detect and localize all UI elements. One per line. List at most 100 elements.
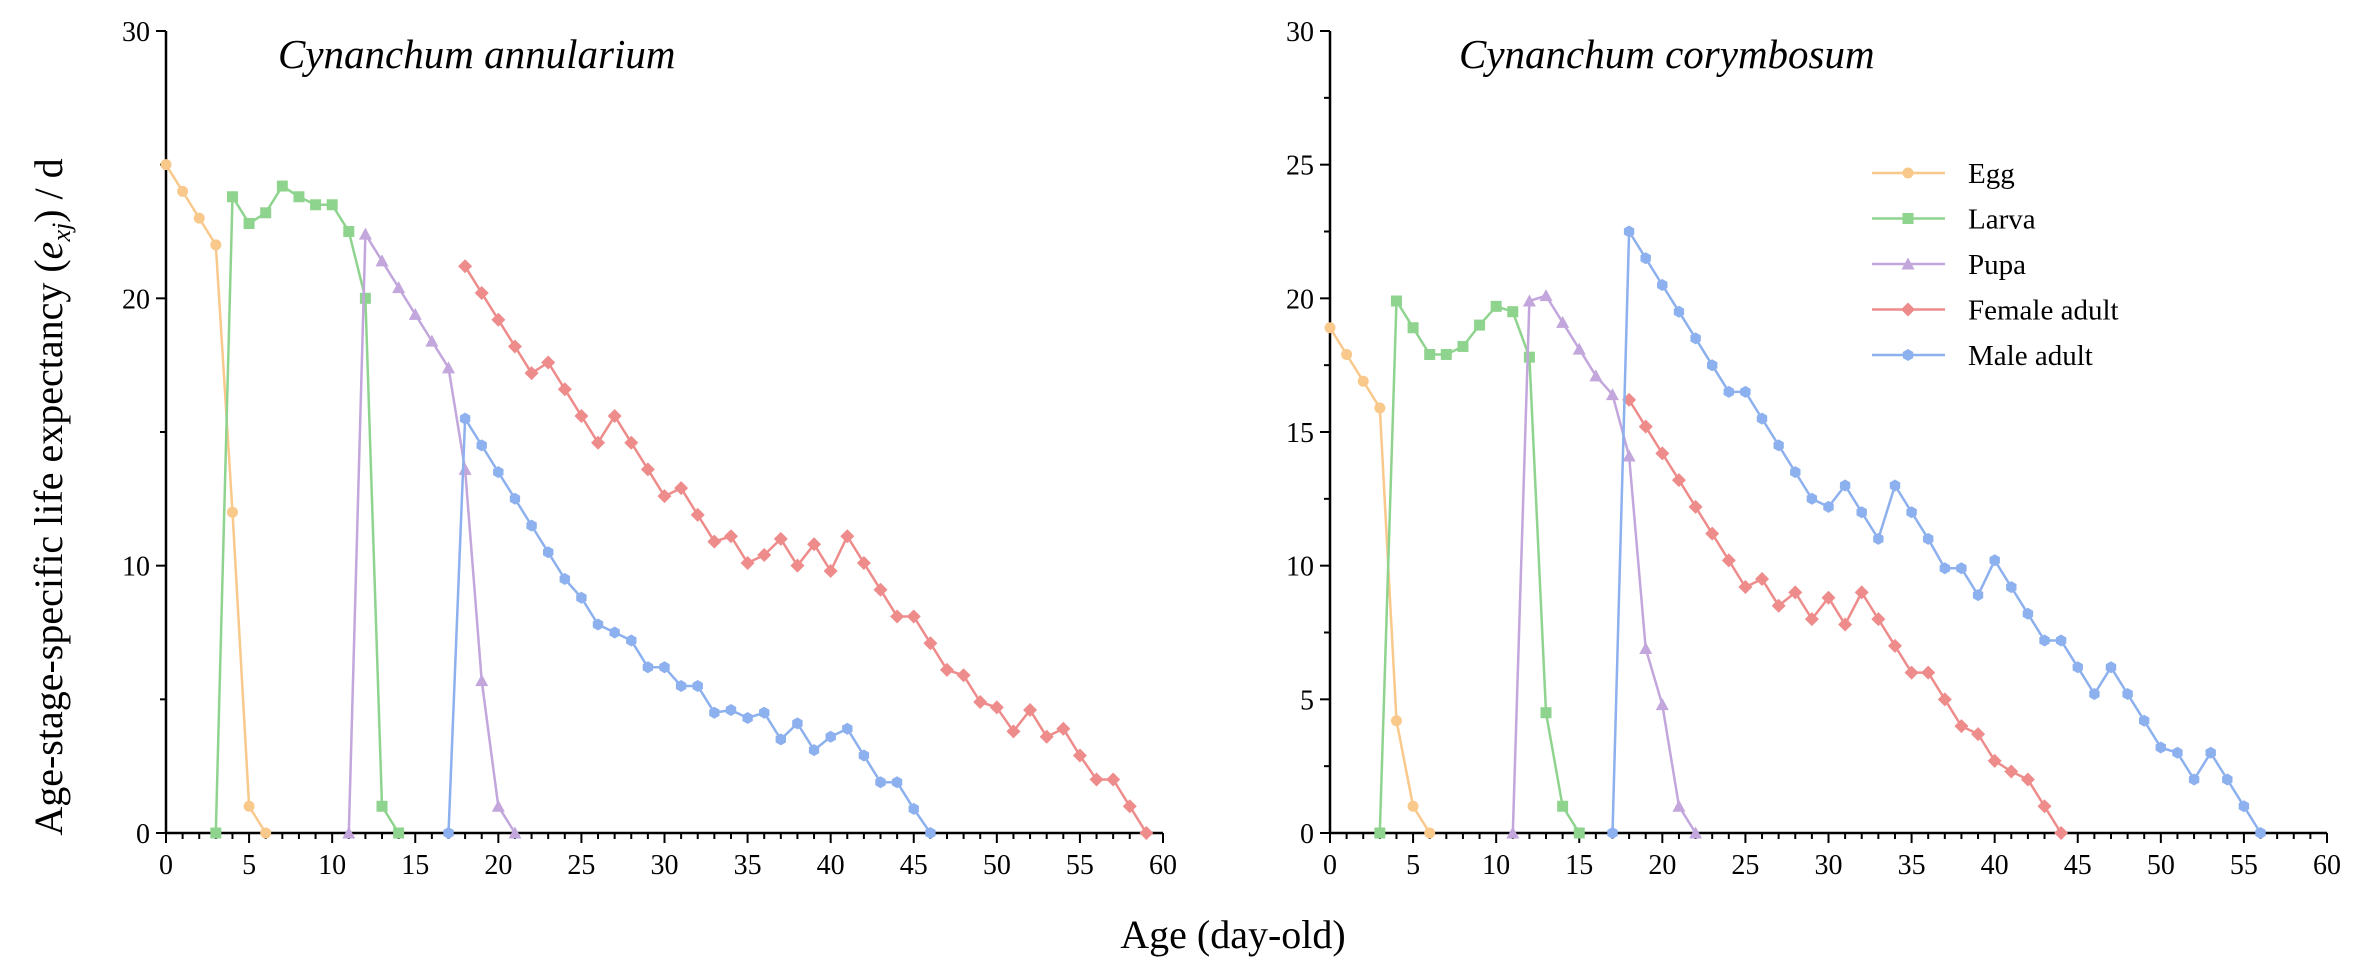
data-point-male-adult [2022,607,2034,620]
data-point-larva [276,180,288,192]
data-point-female-adult [624,435,639,450]
data-point-male-adult [1906,506,1917,519]
data-point-male-adult [792,717,803,730]
series-line-male-adult [1611,230,2262,834]
data-point-female-adult [1921,665,1936,680]
x-tick-label: 20 [1648,850,1676,881]
data-point-male-adult [1740,385,1751,398]
data-point-male-adult [2172,746,2183,759]
data-point-male-adult [1806,492,1818,505]
data-point-male-adult [559,573,570,585]
data-point-male-adult [2155,741,2166,754]
data-point-female-adult [1705,526,1720,541]
data-point-female-adult [1056,721,1071,736]
data-point-female-adult [707,534,722,549]
data-point-male-adult [808,744,820,757]
data-point-male-adult [2222,773,2233,786]
data-point-female-adult [474,285,489,300]
series-line-egg [164,164,267,834]
data-point-female-adult [524,366,539,381]
data-point-male-adult [1939,562,1950,575]
data-point-female-adult [807,537,822,552]
data-point-female-adult [557,382,572,397]
data-point-male-adult [1723,385,1734,398]
data-point-male-adult [2255,827,2266,839]
data-point-egg [210,239,222,251]
data-point-female-adult [1904,665,1919,680]
panel-cynanchum-annularium: 0 5 10 15 20 25 30 35 40 45 50 55 60 0 10 20 30 Cynanchum… [122,17,1177,881]
data-point-female-adult [856,555,871,570]
data-point-larva [1390,295,1402,307]
data-point-pupa [1539,289,1553,302]
x-tick-label: 25 [1731,850,1759,881]
data-point-larva [1457,340,1469,352]
data-point-female-adult [1788,585,1803,600]
data-point-egg [1324,322,1336,334]
data-point-pupa [358,227,372,240]
data-point-female-adult [491,312,506,327]
data-point-male-adult [858,749,870,762]
data-point-larva [1557,800,1569,812]
data-point-pupa [475,674,489,687]
data-point-female-adult [923,636,938,651]
data-point-female-adult [1655,446,1670,461]
data-point-female-adult [1688,499,1703,514]
data-point-egg [1407,800,1419,812]
data-point-male-adult [476,439,487,452]
data-point-male-adult [443,827,454,839]
data-point-male-adult [1873,532,1884,545]
data-point-larva [393,827,405,839]
data-point-larva [210,827,222,839]
legend-entry-male-adult: Male adult [1872,340,2093,372]
data-point-female-adult [1039,729,1054,744]
data-point-male-adult [759,706,770,719]
data-point-female-adult [1139,826,1154,840]
data-point-female-adult [790,558,805,573]
data-point-egg [1390,715,1402,727]
data-point-female-adult [1638,419,1653,434]
series-line-larva [1378,299,1581,834]
x-tick-label: 40 [1981,850,2009,881]
series-pupa [342,227,522,839]
data-point-pupa [425,334,439,347]
legend-swatch-marker [1902,167,1914,179]
data-point-female-adult [2004,764,2019,779]
data-point-male-adult [626,634,637,647]
legend-entry-female-adult: Female adult [1872,295,2119,327]
data-point-larva [1490,300,1502,312]
data-point-male-adult [842,722,853,735]
x-tick-label: 30 [1815,850,1843,881]
data-point-female-adult [690,507,705,522]
series-egg [160,159,272,839]
x-tick-label: 50 [983,850,1011,881]
series-larva [1374,295,1585,839]
series-female-adult [1622,392,2069,840]
series-male-adult [443,412,936,839]
y-tick-label: 0 [136,819,150,850]
data-point-larva [1374,827,1386,839]
data-point-pupa [508,826,522,839]
data-point-larva [293,191,305,203]
data-point-male-adult [692,680,703,692]
x-tick-label: 0 [1323,850,1337,881]
data-point-male-adult [1790,466,1801,479]
data-point-male-adult [1673,305,1685,318]
data-point-larva [1474,319,1486,331]
data-point-larva [226,191,238,203]
data-point-pupa [1655,698,1669,711]
series-line-male-adult [447,417,932,834]
data-point-male-adult [2089,688,2100,700]
data-point-egg [226,506,238,518]
data-point-female-adult [1006,724,1021,739]
data-point-male-adult [1607,827,1618,839]
data-point-male-adult [908,802,919,815]
y-axis-title: Age-stage-specific life expectancy (exj)… [26,158,76,835]
data-point-larva [1573,827,1585,839]
data-point-female-adult [657,489,672,504]
legend-label: Male adult [1968,340,2093,372]
legend-entry-pupa: Pupa [1872,249,2026,281]
data-point-pupa [1689,826,1703,839]
data-point-larva [376,800,388,812]
data-point-male-adult [825,730,836,743]
data-point-male-adult [592,618,604,631]
